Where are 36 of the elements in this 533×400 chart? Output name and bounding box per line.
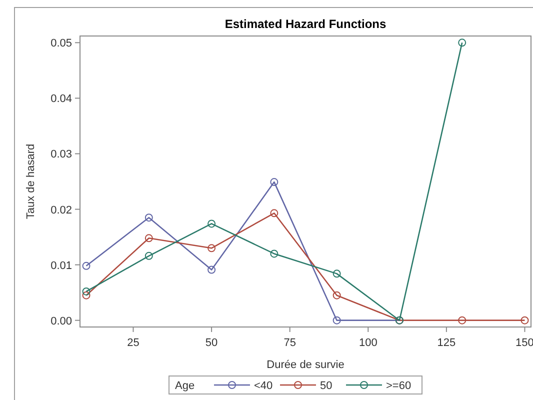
point <box>332 270 341 278</box>
x-tick-label: 50 <box>205 337 218 349</box>
y-tick-label: 0.00 <box>50 315 72 328</box>
y-tick-label: 0.01 <box>50 260 72 272</box>
point <box>144 252 153 260</box>
point <box>144 214 153 222</box>
point <box>270 250 278 258</box>
x-axis-title: Durée de survie <box>266 359 344 371</box>
x-tick-label: 125 <box>437 337 456 349</box>
point <box>270 209 278 218</box>
x-tick-label: 75 <box>284 337 296 349</box>
y-tick-label: 0.04 <box>50 93 72 106</box>
point <box>332 291 341 300</box>
y-tick-label: 0.02 <box>50 204 72 216</box>
point <box>332 316 341 324</box>
legend-label: <40 <box>254 380 273 392</box>
y-tick-label: 0.03 <box>50 148 72 161</box>
point <box>82 262 90 270</box>
point <box>82 287 90 296</box>
legend-label: 50 <box>320 380 332 392</box>
y-tick-label: 0.05 <box>50 38 72 50</box>
point <box>270 178 278 186</box>
legend-title: Age <box>175 380 195 392</box>
chart-title: Estimated Hazard Functions <box>224 17 386 31</box>
x-tick-label: 25 <box>127 337 140 349</box>
point <box>458 38 466 47</box>
x-tick-label: 100 <box>358 337 378 349</box>
y-axis-title: Taux de hasard <box>25 144 37 220</box>
point <box>520 316 529 324</box>
point <box>208 220 216 228</box>
legend-label: >=60 <box>386 380 412 392</box>
point <box>208 266 216 274</box>
point <box>82 291 90 300</box>
point <box>208 244 216 252</box>
point <box>458 316 466 324</box>
point <box>144 234 153 242</box>
